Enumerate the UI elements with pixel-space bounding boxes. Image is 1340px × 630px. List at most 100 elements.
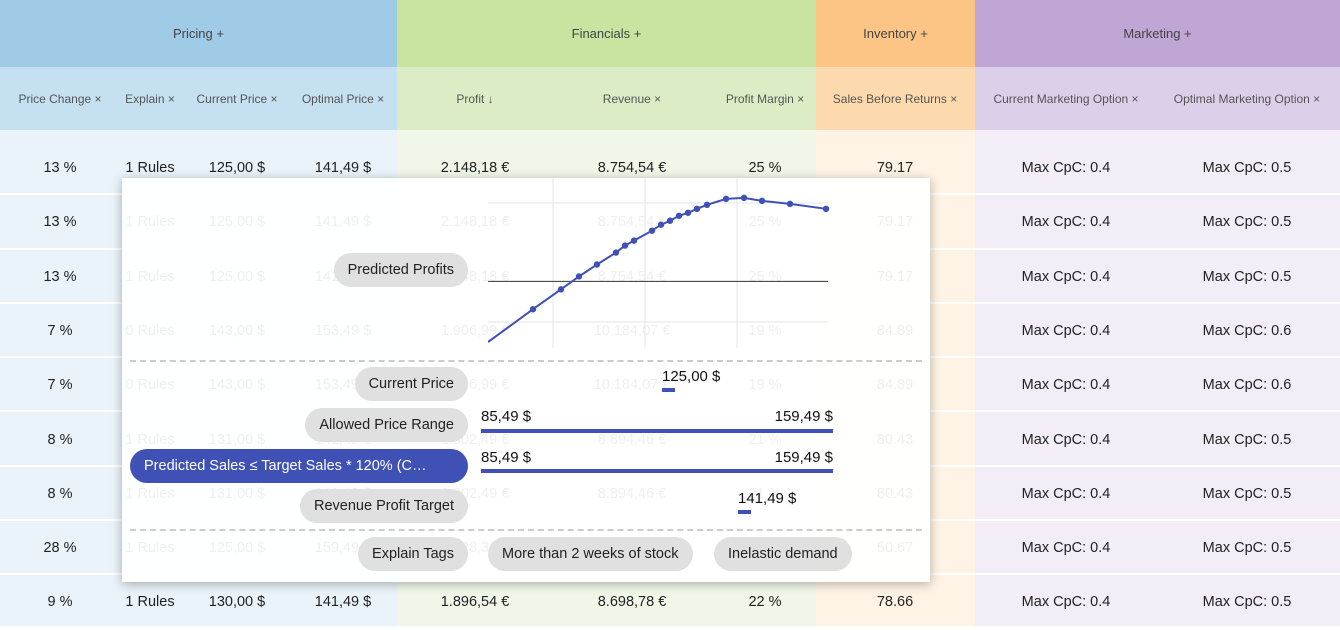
tag[interactable]: Inelastic demand	[714, 537, 852, 571]
header-bg	[0, 67, 397, 130]
column-header[interactable]: Profit ↓	[456, 91, 494, 106]
profit-point	[822, 205, 830, 213]
row-label: Allowed Price Range	[305, 408, 468, 442]
profit-point	[529, 306, 537, 313]
cell: 7 %	[47, 377, 73, 394]
column-header[interactable]: Revenue ×	[602, 91, 662, 106]
cell: 25 %	[748, 160, 782, 176]
cell: Max CpC: 0.4	[1021, 540, 1111, 557]
profit-chart	[488, 178, 830, 348]
column-header[interactable]: Sales Before Returns ×	[832, 91, 958, 106]
row-label: Current Price	[354, 367, 468, 401]
cell: 28 %	[43, 540, 77, 557]
row-divider	[975, 195, 1340, 250]
cell: Max CpC: 0.6	[1202, 322, 1292, 339]
profit-point	[684, 209, 692, 216]
cell: Max CpC: 0.4	[1021, 377, 1111, 394]
row-divider	[975, 304, 1340, 359]
price-marker	[738, 510, 751, 514]
column-header[interactable]: Optimal Price ×	[301, 91, 385, 106]
column-header[interactable]: Price Change ×	[18, 91, 102, 106]
profit-point	[612, 249, 620, 256]
cell: 13 %	[43, 214, 77, 231]
cell: Max CpC: 0.5	[1202, 485, 1292, 502]
tag[interactable]: More than 2 weeks of stock	[488, 537, 693, 571]
cell: Max CpC: 0.4	[1021, 431, 1111, 448]
cell: 141,49 $	[314, 160, 372, 176]
profit-point	[740, 194, 748, 202]
profit-line	[488, 196, 827, 343]
price-marker	[662, 388, 675, 392]
cell: Max CpC: 0.5	[1202, 268, 1292, 285]
row-divider	[975, 141, 1340, 196]
profit-point	[648, 227, 656, 234]
cell: 13 %	[43, 268, 77, 285]
row-label: Revenue Profit Target	[300, 489, 468, 523]
profit-point	[557, 286, 565, 293]
target-price: 141,49 $	[738, 490, 797, 507]
profit-point	[758, 197, 766, 205]
profit-point	[693, 205, 701, 213]
row-divider	[975, 358, 1340, 413]
cell: 130,00 $	[208, 594, 266, 611]
cell: Max CpC: 0.4	[1021, 485, 1111, 502]
column-bg	[975, 130, 1340, 626]
range-min: 85,49 $	[481, 449, 532, 466]
header-bg	[397, 67, 816, 130]
cell: Max CpC: 0.5	[1202, 594, 1292, 611]
group-header[interactable]: Marketing +	[975, 0, 1340, 67]
group-header[interactable]: Financials +	[397, 0, 816, 67]
range-max: 159,49 $	[774, 449, 833, 466]
current-price: 125,00 $	[662, 368, 721, 385]
row-divider	[975, 521, 1340, 576]
group-header[interactable]: Pricing +	[0, 0, 397, 67]
profit-point	[630, 237, 638, 244]
profit-point	[575, 273, 583, 280]
range-min: 85,49 $	[481, 408, 532, 425]
row-label[interactable]: Predicted Sales ≤ Target Sales * 120% (C…	[130, 449, 468, 483]
range-bar	[481, 469, 833, 473]
row-label: Explain Tags	[358, 537, 468, 571]
column-header[interactable]: Explain ×	[125, 91, 175, 106]
profit-point	[786, 200, 794, 208]
profit-point	[675, 212, 683, 219]
cell: Max CpC: 0.4	[1021, 268, 1111, 285]
header-bg	[975, 67, 1340, 130]
header-bg	[816, 67, 975, 130]
cell: 1.896,54 €	[440, 594, 510, 611]
profit-point	[593, 261, 601, 268]
column-header[interactable]: Profit Margin ×	[725, 91, 805, 106]
profit-point	[703, 201, 711, 209]
profit-point	[657, 221, 665, 228]
cell: 8 %	[47, 431, 73, 448]
group-header[interactable]: Inventory +	[816, 0, 975, 67]
cell: 8.754,54 €	[597, 160, 667, 176]
range-max: 159,49 $	[774, 408, 833, 425]
range-bar	[481, 429, 833, 433]
grid	[488, 178, 828, 348]
profit-point	[621, 242, 629, 249]
cell: Max CpC: 0.5	[1202, 214, 1292, 231]
cell: Max CpC: 0.4	[1021, 594, 1111, 611]
cell: 1 Rules	[125, 160, 175, 176]
column-header[interactable]: Current Price ×	[196, 91, 278, 106]
column-header[interactable]: Optimal Marketing Option ×	[1173, 91, 1321, 106]
profit-point	[666, 217, 674, 224]
cell: Max CpC: 0.4	[1021, 160, 1111, 176]
row-divider	[975, 250, 1340, 304]
cell: 125,00 $	[208, 160, 266, 176]
cell: Max CpC: 0.4	[1021, 322, 1111, 339]
row-divider	[975, 467, 1340, 522]
column-header[interactable]: Current Marketing Option ×	[993, 91, 1139, 106]
divider	[130, 360, 922, 362]
cell: 1 Rules	[125, 594, 175, 611]
cell: 78.66	[876, 594, 914, 611]
explain-popup: Predicted Profits Current Price 125,00 $…	[122, 178, 930, 582]
cell: 2.148,18 €	[440, 160, 510, 176]
cell: 8.698,78 €	[597, 594, 667, 611]
cell: 13 %	[43, 160, 77, 176]
cell: Max CpC: 0.6	[1202, 377, 1292, 394]
divider	[130, 529, 922, 531]
cell: 22 %	[748, 594, 782, 611]
